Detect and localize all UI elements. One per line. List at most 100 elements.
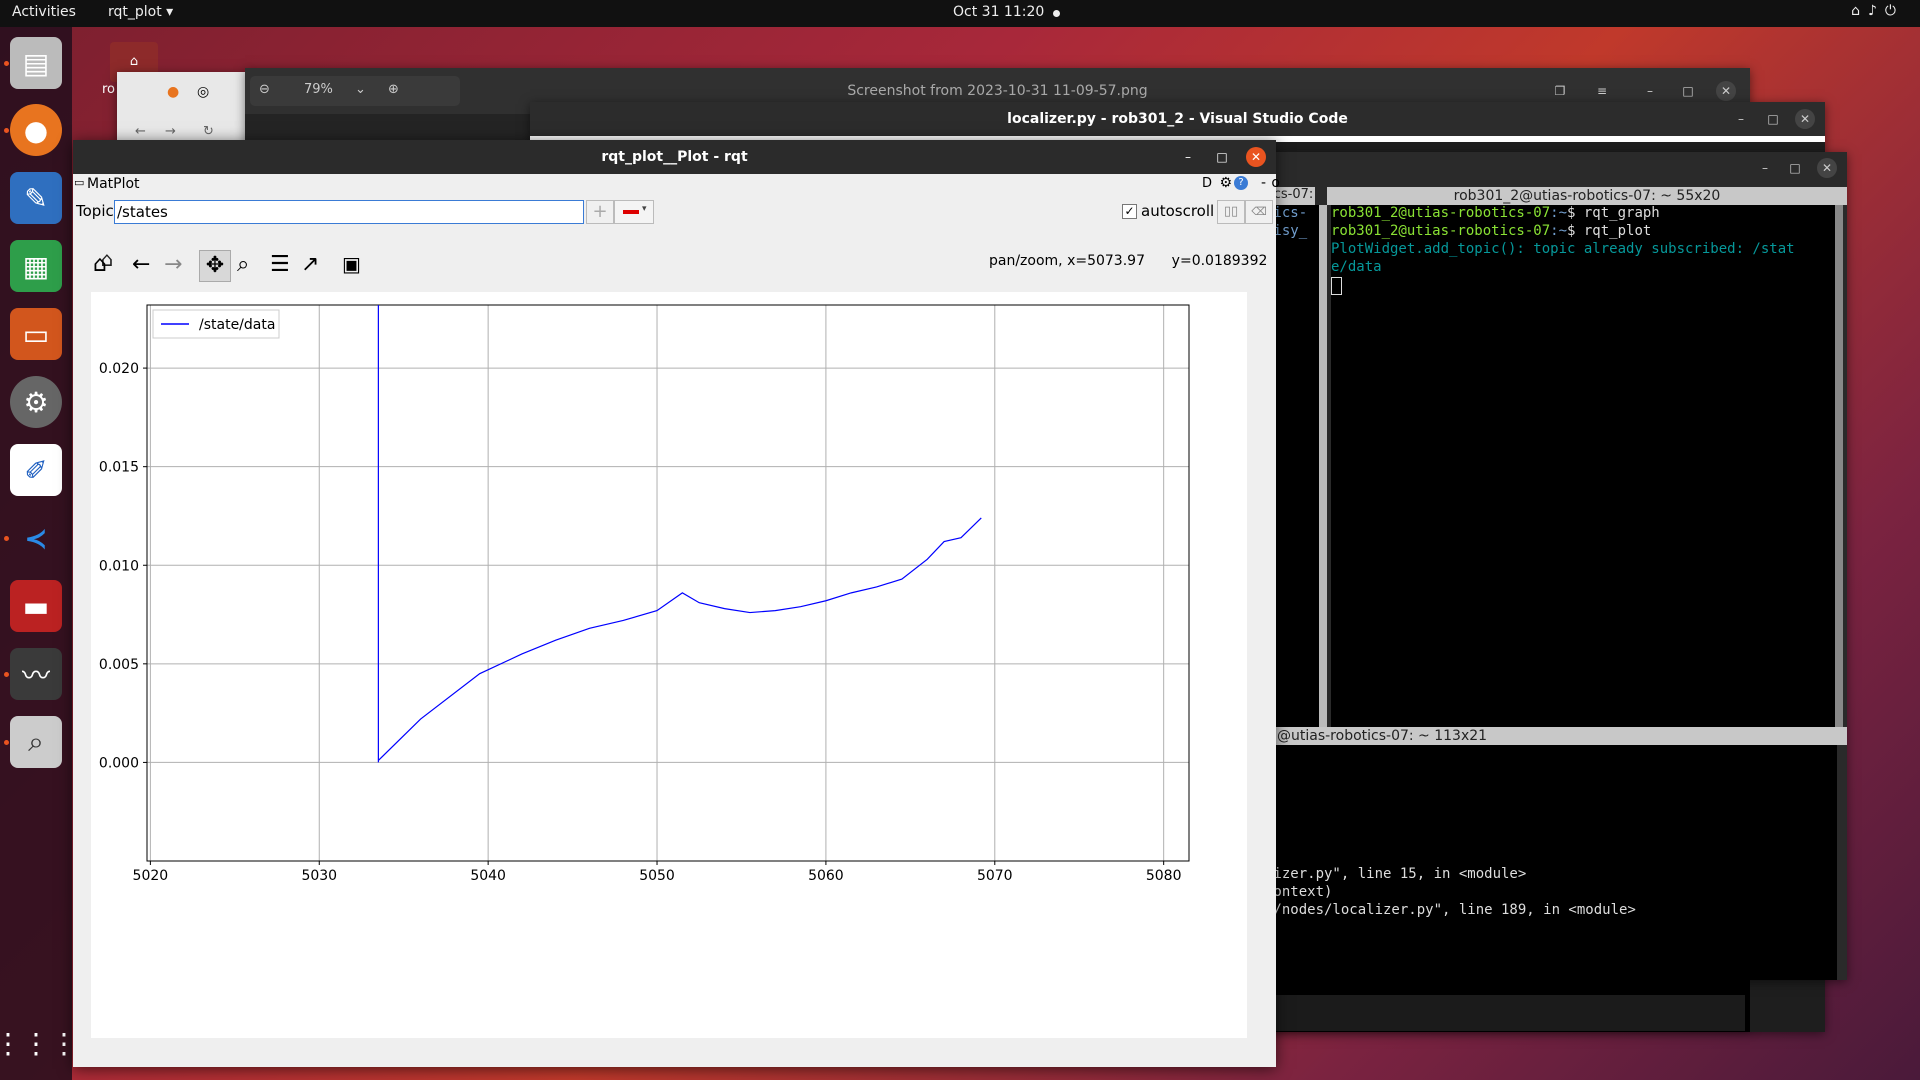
dock: ▤ ● ✎ ▦ ▭ ⚙ ✐ ≺ ▬ 〰 ⌕ ⋮⋮⋮ — [0, 27, 78, 1080]
impress-icon[interactable]: ▭ — [10, 308, 62, 360]
terminal-bottom-pane[interactable] — [1265, 745, 1837, 980]
browser-window: ● ◎ ← → ↻ — [117, 72, 247, 152]
system-tray[interactable]: ⌂♪⏻ — [1851, 3, 1904, 19]
dock-toggle-button[interactable]: D — [1201, 176, 1212, 191]
terminal-left-title: tics-07: ~ — [1265, 187, 1315, 202]
pause-button[interactable]: ▯▯ — [1217, 200, 1245, 224]
home-icon[interactable]: ⌂ — [100, 247, 114, 271]
plot-canvas[interactable]: 5020 5030 5040 5050 5060 5070 5080 0.000 0.005 0.… — [91, 292, 1247, 1038]
y-tick-label: 0.020 — [99, 361, 139, 377]
terminal-window: – □ ✕ tics-07: ~ rob301_2@utias-robotics… — [1265, 152, 1847, 980]
rqt-icon[interactable]: 〰 — [10, 648, 62, 700]
help-icon[interactable]: ? — [1234, 176, 1248, 190]
y-tick-label: 0.015 — [99, 460, 139, 476]
terminal-top-pane[interactable]: rob301_2@utias-robotics-07:~$ rqt_graph … — [1331, 205, 1835, 727]
files-icon[interactable]: ▤ — [10, 37, 62, 89]
autoscroll-checkbox[interactable]: ✓ — [1122, 204, 1137, 219]
axes-edit-icon[interactable]: ↗ — [301, 252, 320, 277]
rqt-titlebar: rqt_plot__Plot - rqt — [73, 140, 1276, 174]
reload-icon[interactable]: ↻ — [203, 124, 214, 139]
forward-arrow-icon[interactable]: → — [164, 252, 183, 277]
vscode-icon[interactable]: ≺ — [24, 521, 48, 555]
scrollbar[interactable] — [1835, 205, 1843, 727]
app-menu[interactable]: rqt_plot ▾ — [108, 4, 174, 20]
close-button[interactable]: ✕ — [1817, 158, 1837, 178]
cursor-status: pan/zoom, x=5073.97 y=0.0189392 — [989, 253, 1268, 269]
legend-label: /state/data — [199, 317, 275, 333]
terminal-traceback-text: lizer.py", line 15, in <module> context)… — [1265, 866, 1636, 926]
writer-icon[interactable]: ✎ — [10, 172, 62, 224]
plot-toolbar: ⌂ — [73, 235, 1276, 285]
vscode-title: localizer.py - rob301_2 - Visual Studio … — [1007, 111, 1348, 127]
minimize-plugin-icon[interactable]: - — [1260, 175, 1266, 191]
x-tick-label: 5040 — [470, 868, 506, 884]
text-editor-icon[interactable]: ✐ — [10, 444, 62, 496]
maximize-button[interactable]: □ — [1216, 150, 1228, 164]
firefox-icon: ● — [167, 84, 180, 100]
volume-icon: ♪ — [1867, 3, 1885, 19]
pan-icon[interactable]: ✥ — [199, 250, 231, 282]
plugin-header: ▭ MatPlot D ⚙ ? - o — [73, 175, 1280, 193]
terminal-line: context) — [1265, 884, 1333, 900]
maximize-button[interactable]: □ — [1789, 161, 1801, 175]
terminal-output: e/data — [1331, 259, 1382, 275]
y-tick-label: 0.000 — [99, 755, 139, 771]
calc-icon[interactable]: ▦ — [10, 240, 62, 292]
image-viewer-icon[interactable]: ⌕ — [10, 716, 62, 768]
chevron-down-icon[interactable]: ⌄ — [355, 82, 366, 97]
terminal-left-header: tics-07: ~ — [1265, 187, 1315, 205]
settings-icon[interactable]: ⚙ — [10, 376, 62, 428]
zoom-control[interactable]: ⊖ 79% ⌄ ⊕ — [250, 76, 460, 106]
clear-button[interactable]: ⌫ — [1245, 200, 1273, 224]
fullscreen-icon[interactable]: ❐ — [1554, 84, 1566, 98]
terminal-output: PlotWidget.add_topic(): topic already su… — [1331, 241, 1795, 257]
terminal-top-title: rob301_2@utias-robotics-07: ~ 55x20 — [1453, 188, 1721, 204]
close-button[interactable]: ✕ — [1246, 147, 1266, 167]
menu-icon[interactable]: ≡ — [1596, 84, 1608, 98]
add-topic-button[interactable]: + — [586, 200, 614, 224]
x-tick-label: 5080 — [1146, 868, 1182, 884]
firefox-icon[interactable]: ● — [10, 104, 62, 156]
settings-icon[interactable]: ⚙ — [1219, 175, 1232, 191]
y-tick-label: 0.005 — [99, 657, 139, 673]
activities-button[interactable]: Activities — [12, 4, 76, 20]
terminal-line: rob301_2@utias-robotics-07:~$ rqt_graph — [1331, 205, 1835, 223]
terminal-bottom-title: @utias-robotics-07: ~ 113x21 — [1277, 728, 1488, 744]
home-icon[interactable]: ⌂ — [93, 252, 107, 277]
zoom-in-icon[interactable]: ⊕ — [388, 82, 399, 97]
zoom-level[interactable]: 79% — [304, 82, 333, 97]
minimize-button[interactable]: – — [1762, 161, 1768, 175]
terminal-cursor — [1331, 277, 1342, 295]
minimize-button[interactable]: – — [1647, 84, 1653, 98]
axes-frame — [146, 304, 1190, 862]
terminal-top-header: rob301_2@utias-robotics-07: ~ 55x20 — [1327, 187, 1847, 205]
clock[interactable]: Oct 31 11:20 — [953, 4, 1045, 20]
close-button[interactable]: ✕ — [1795, 109, 1815, 129]
power-icon: ⏻ — [1884, 3, 1904, 19]
topic-input[interactable]: /states — [114, 200, 584, 224]
vscode-titlebar: localizer.py - rob301_2 - Visual Studio … — [530, 102, 1825, 136]
close-plugin-icon[interactable]: o — [1271, 175, 1280, 191]
show-apps-icon[interactable]: ⋮⋮⋮ — [0, 1026, 78, 1060]
pane-divider[interactable] — [1319, 205, 1327, 727]
line-plot[interactable]: 5020 5030 5040 5050 5060 5070 5080 0.000 0.005 0.… — [91, 292, 1247, 1038]
topic-label: Topic — [76, 202, 114, 220]
maximize-button[interactable]: □ — [1767, 112, 1779, 126]
running-indicator — [4, 536, 9, 541]
forward-arrow-icon[interactable]: → — [165, 124, 176, 139]
close-button[interactable]: ✕ — [1716, 81, 1736, 101]
running-indicator — [4, 672, 9, 677]
running-indicator — [4, 61, 9, 66]
back-arrow-icon[interactable]: ← — [135, 124, 146, 139]
plugin-title: MatPlot — [87, 176, 140, 192]
zoom-out-icon[interactable]: ⊖ — [259, 82, 270, 97]
zoom-icon[interactable]: ⌕ — [237, 252, 250, 277]
remove-topic-button[interactable]: ▾ — [614, 200, 654, 224]
app-icon[interactable]: ▬ — [10, 580, 62, 632]
minimize-button[interactable]: – — [1185, 150, 1191, 164]
save-icon[interactable]: ▣ — [342, 252, 361, 276]
minimize-button[interactable]: – — [1738, 112, 1744, 126]
subplots-config-icon[interactable]: ☰ — [270, 252, 290, 277]
maximize-button[interactable]: □ — [1682, 84, 1694, 98]
back-arrow-icon[interactable]: ← — [132, 252, 151, 277]
